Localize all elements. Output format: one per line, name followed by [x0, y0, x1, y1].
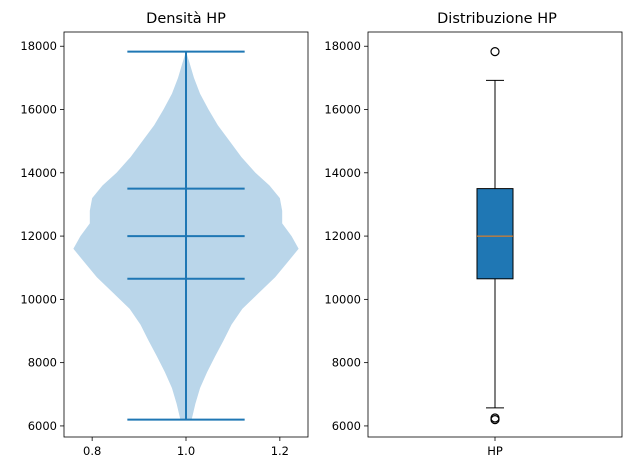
violin-title: Densità HP — [146, 11, 226, 27]
violin-y-tick-label: 8000 — [28, 356, 57, 370]
boxplot-y-tick-label: 6000 — [332, 419, 361, 433]
boxplot-x-tick-label: HP — [487, 444, 503, 458]
violin-x-axis: 0.8 1.0 1.2 — [83, 437, 289, 458]
violin-x-tick-label: 1.0 — [177, 444, 195, 458]
violin-y-tick-label: 16000 — [20, 103, 57, 117]
boxplot-y-tick-label: 18000 — [324, 39, 361, 53]
violin-y-tick-label: 10000 — [20, 292, 57, 306]
violin-y-axis: 6000 8000 10000 12000 14000 16000 18000 — [20, 39, 64, 433]
boxplot-panel: Distribuzione HP 6000 8000 10000 12000 14000… — [324, 11, 623, 458]
boxplot-title: Distribuzione HP — [437, 11, 557, 27]
boxplot-outlier — [490, 413, 500, 423]
boxplot-outlier — [490, 47, 500, 57]
boxplot-y-tick-label: 10000 — [324, 292, 361, 306]
violin-x-tick-label: 0.8 — [83, 444, 101, 458]
boxplot-y-tick-label: 16000 — [324, 103, 361, 117]
boxplot-y-tick-label: 12000 — [324, 229, 361, 243]
violin-y-tick-label: 6000 — [28, 419, 57, 433]
violin-y-tick-label: 14000 — [20, 166, 57, 180]
violin-y-tick-label: 12000 — [20, 229, 57, 243]
boxplot-y-tick-label: 8000 — [332, 356, 361, 370]
boxplot-box — [476, 188, 514, 280]
boxplot-x-axis: HP — [487, 437, 503, 458]
boxplot-plot-area — [476, 47, 514, 425]
violin-y-tick-label: 18000 — [20, 39, 57, 53]
boxplot-y-tick-label: 14000 — [324, 166, 361, 180]
violin-panel: Densità HP 6000 8000 10000 12000 14000 16000 1… — [20, 11, 309, 458]
boxplot-y-axis: 6000 8000 10000 12000 14000 16000 18000 — [324, 39, 368, 433]
violin-x-tick-label: 1.2 — [271, 444, 289, 458]
violin-plot-area — [73, 50, 299, 421]
